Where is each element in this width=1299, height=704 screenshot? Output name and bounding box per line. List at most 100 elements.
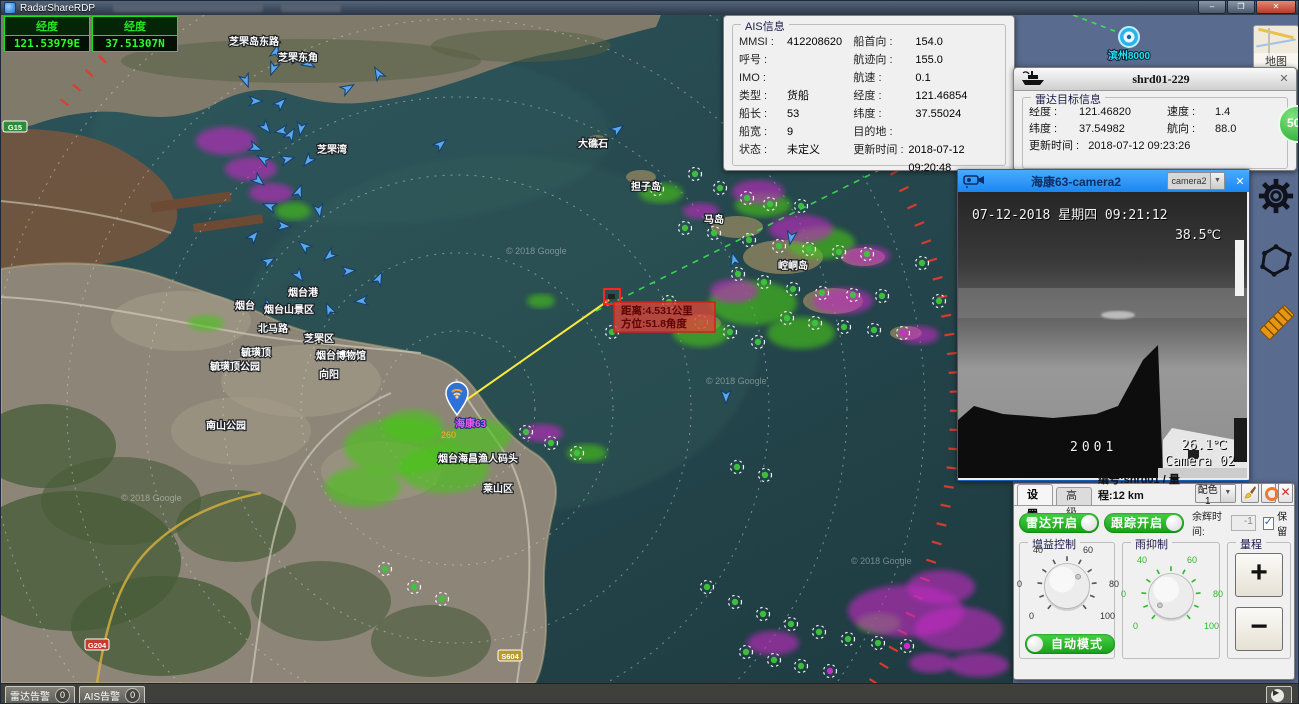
ais-ship-arrow[interactable] [259, 297, 277, 314]
radar-target-marker[interactable] [706, 225, 722, 241]
track-on-toggle[interactable]: 跟踪开启 [1103, 513, 1184, 533]
radar-target-marker[interactable] [569, 445, 585, 461]
afterglow-input[interactable]: -1 [1231, 515, 1256, 531]
radar-target-marker[interactable] [712, 180, 728, 196]
radar-target-marker[interactable] [845, 287, 861, 303]
radar-target-marker[interactable] [649, 181, 665, 197]
radar-target-marker[interactable] [840, 631, 856, 647]
radar-target-marker[interactable] [793, 658, 809, 674]
ais-ship-arrow[interactable] [728, 251, 742, 269]
ais-ship-arrow[interactable] [353, 294, 370, 307]
radar-target-marker[interactable] [866, 322, 882, 338]
radar-target-marker[interactable] [756, 274, 772, 290]
range-plus-button[interactable]: + [1235, 553, 1283, 597]
radar-target-marker[interactable] [874, 288, 890, 304]
radar-target-marker[interactable] [801, 241, 817, 257]
radar-target-marker[interactable] [779, 310, 795, 326]
radar-target-marker[interactable] [729, 459, 745, 475]
radar-target-marker[interactable] [870, 635, 886, 651]
brush-button[interactable] [1240, 483, 1259, 503]
ais-ship-arrow[interactable] [292, 283, 308, 301]
ais-ship-arrow[interactable] [246, 139, 264, 154]
keep-checkbox[interactable] [1262, 515, 1275, 530]
radar-target-marker[interactable] [811, 624, 827, 640]
radar-target-marker[interactable] [434, 591, 450, 607]
ais-ship-arrow[interactable] [321, 246, 339, 264]
map-switch-button[interactable]: 地图 [1253, 25, 1298, 71]
ais-ship-arrow[interactable] [608, 121, 626, 139]
radar-target-header[interactable]: shrd01-229 ✕ [1014, 68, 1296, 91]
ais-ship-arrow[interactable] [237, 71, 252, 89]
ais-ship-arrow[interactable] [249, 171, 267, 189]
ais-ship-arrow[interactable] [273, 123, 290, 137]
radar-target-marker[interactable] [739, 190, 755, 206]
ais-ship-arrow[interactable] [322, 301, 338, 319]
ais-ship-arrow[interactable] [371, 65, 387, 83]
radar-alarm-button[interactable]: 雷达告警 0 [5, 685, 75, 703]
radar-target-marker[interactable] [406, 579, 422, 595]
radar-target-marker[interactable] [677, 220, 693, 236]
radar-target-marker[interactable] [738, 644, 754, 660]
minimize-button[interactable]: – [1198, 1, 1226, 14]
tracked-target-marker[interactable] [603, 288, 621, 305]
ais-ship-arrow[interactable] [300, 151, 318, 169]
ais-ship-arrow[interactable] [296, 238, 314, 256]
radar-target-marker[interactable] [931, 293, 947, 309]
radar-target-close-icon[interactable]: ✕ [1279, 73, 1289, 85]
radar-target-marker[interactable] [757, 467, 773, 483]
range-minus-button[interactable]: − [1235, 607, 1283, 651]
ais-ship-arrow[interactable] [259, 254, 277, 270]
radar-target-marker[interactable] [831, 244, 847, 260]
radar-target-marker[interactable] [766, 652, 782, 668]
radar-target-marker[interactable] [814, 285, 830, 301]
rain-knob[interactable] [1134, 559, 1208, 633]
radar-target-marker[interactable] [807, 315, 823, 331]
remote-ship-marker[interactable] [1118, 26, 1140, 48]
playback-button[interactable] [1266, 686, 1292, 703]
radar-target-marker[interactable] [785, 281, 801, 297]
ais-alarm-button[interactable]: AIS告警 0 [79, 685, 146, 703]
zone-polygon-icon[interactable] [1257, 242, 1295, 280]
radar-target-marker[interactable] [750, 334, 766, 350]
camera-close-icon[interactable]: ✕ [1235, 175, 1245, 188]
ais-ship-arrow[interactable] [244, 228, 262, 246]
ais-ship-arrow[interactable] [248, 95, 264, 107]
ais-ship-arrow[interactable] [720, 389, 732, 405]
ais-ship-arrow[interactable] [271, 95, 289, 113]
radar-target-marker[interactable] [895, 325, 911, 341]
radar-target-marker[interactable] [727, 594, 743, 610]
ais-ship-arrow[interactable] [340, 265, 357, 278]
ais-ship-arrow[interactable] [299, 55, 317, 72]
panel-close-button[interactable]: ✕ [1277, 483, 1293, 503]
ais-ship-arrow[interactable] [311, 202, 325, 219]
ais-ship-arrow[interactable] [289, 52, 306, 66]
camera-header[interactable]: 海康63-camera2 camera2 ▼ ✕ [958, 170, 1249, 192]
radar-target-marker[interactable] [793, 198, 809, 214]
radar-target-marker[interactable] [859, 246, 875, 262]
radar-target-marker[interactable] [836, 319, 852, 335]
ais-ship-arrow[interactable] [289, 266, 306, 284]
restore-button[interactable]: ❐ [1227, 1, 1255, 14]
auto-mode-toggle[interactable]: 自动模式 [1025, 634, 1115, 654]
thermal-video-view[interactable]: 07-12-2018 星期四 09:21:12 38.5℃ 2001 26.1℃… [958, 192, 1247, 478]
palette-dropdown[interactable]: 配色1 ▼ [1194, 484, 1236, 507]
radar-target-marker[interactable] [899, 638, 915, 654]
radar-target-marker[interactable] [699, 579, 715, 595]
camera-selector-dropdown[interactable]: camera2 ▼ [1167, 172, 1225, 190]
radar-target-marker[interactable] [771, 238, 787, 254]
radar-target-marker[interactable] [377, 561, 393, 577]
radar-target-marker[interactable] [730, 266, 746, 282]
ais-ship-arrow[interactable] [431, 136, 449, 154]
ais-ship-arrow[interactable] [255, 152, 273, 168]
radar-target-marker[interactable] [822, 663, 838, 679]
ais-ship-arrow[interactable] [295, 120, 309, 137]
radar-target-marker[interactable] [722, 324, 738, 340]
ais-ship-arrow[interactable] [261, 199, 279, 215]
record-button[interactable] [1260, 483, 1279, 503]
ais-ship-arrow[interactable] [785, 229, 799, 246]
radar-target-marker[interactable] [518, 424, 534, 440]
ais-ship-arrow[interactable] [278, 153, 296, 167]
gain-knob[interactable] [1030, 549, 1104, 623]
radar-station-marker[interactable]: 海康63 260 [441, 381, 488, 440]
radar-on-toggle[interactable]: 雷达开启 [1019, 513, 1099, 533]
